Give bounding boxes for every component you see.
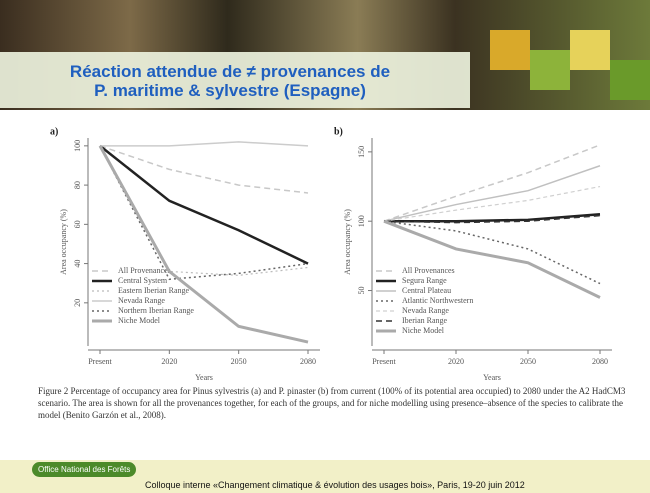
y-tick-label: 150: [357, 146, 366, 158]
legend-label: Nevada Range: [118, 296, 165, 305]
y-tick-label: 20: [73, 299, 82, 307]
caption: Figure 2 Percentage of occupancy area fo…: [38, 385, 628, 421]
y-tick-label: 50: [357, 287, 366, 295]
legend-label: Niche Model: [402, 326, 445, 335]
legend-label: Iberian Range: [402, 316, 448, 325]
x-tick-label: 2020: [448, 357, 464, 366]
series-line: [100, 146, 308, 276]
legend-label: Central Plateau: [402, 286, 451, 295]
legend-label: Eastern Iberian Range: [118, 286, 190, 295]
panel-label: b): [334, 126, 343, 137]
x-tick-label: 2080: [300, 357, 316, 366]
legend-label: Northern Iberian Range: [118, 306, 194, 315]
series-line: [100, 146, 308, 279]
x-tick-label: Present: [88, 357, 112, 366]
decor: [530, 50, 570, 90]
y-axis-label: Area occupancy (%): [343, 209, 352, 275]
slide: Réaction attendue de ≠ provenances de P.…: [0, 0, 650, 493]
decor: [570, 30, 610, 70]
x-tick-label: 2050: [231, 357, 247, 366]
y-tick-label: 40: [73, 260, 82, 268]
legend-label: Central System: [118, 276, 168, 285]
x-tick-label: 2050: [520, 357, 536, 366]
x-tick-label: 2020: [161, 357, 177, 366]
slide-title: Réaction attendue de ≠ provenances de P.…: [20, 62, 440, 100]
x-tick-label: Present: [372, 357, 396, 366]
series-line: [100, 142, 308, 146]
x-axis-label: Years: [483, 373, 501, 382]
x-axis-label: Years: [195, 373, 213, 382]
legend-label: Segura Range: [402, 276, 447, 285]
y-tick-label: 100: [357, 215, 366, 227]
charts: a) 20 40 60 80 100 Present 2020 2050 2080 Years Are…: [0, 110, 650, 385]
y-tick-label: 80: [73, 181, 82, 189]
y-axis-label: Area occupancy (%): [59, 209, 68, 275]
y-tick-label: 100: [73, 140, 82, 152]
panel-label: a): [50, 126, 58, 137]
decor: [490, 30, 530, 70]
title-line: Réaction attendue de ≠ provenances de: [20, 62, 440, 81]
series-line: [384, 145, 600, 221]
legend-label: Nevada Range: [402, 306, 449, 315]
series-line: [384, 166, 600, 221]
title-line: P. maritime & sylvestre (Espagne): [20, 81, 440, 100]
y-tick-label: 60: [73, 220, 82, 228]
legend-label: Niche Model: [118, 316, 161, 325]
footer: Colloque interne «Changement climatique …: [145, 480, 525, 490]
legend-label: All Provenances: [402, 266, 455, 275]
x-tick-label: 2080: [592, 357, 608, 366]
logo: Office National des Forêts: [32, 462, 136, 477]
legend-label: Atlantic Northwestern: [402, 296, 473, 305]
decor: [610, 60, 650, 100]
